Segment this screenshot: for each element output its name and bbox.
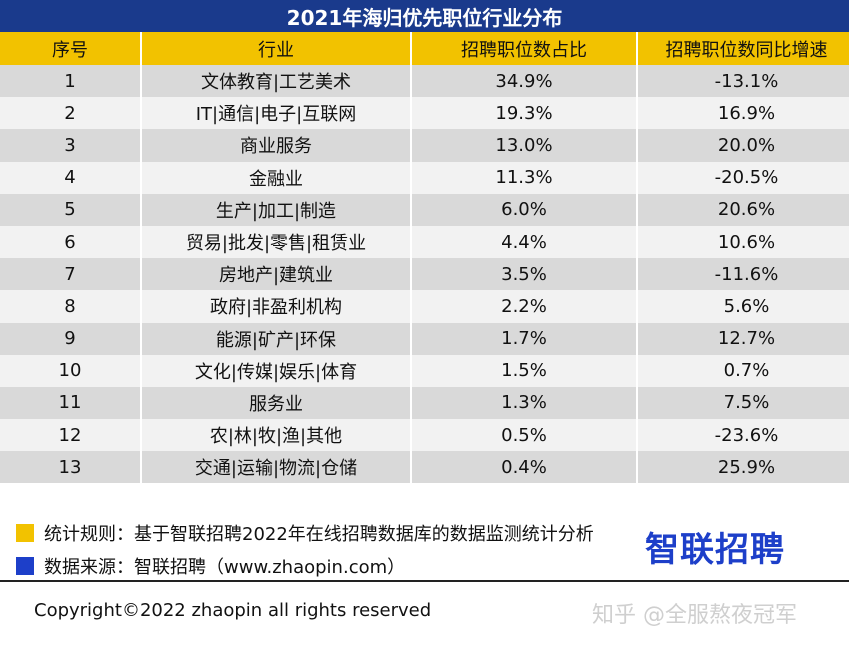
cell-growth: 16.9% xyxy=(637,97,849,130)
cell-index: 13 xyxy=(0,451,142,484)
cell-share: 11.3% xyxy=(411,161,638,194)
cell-index: 3 xyxy=(0,129,142,162)
cell-industry: 农|林|牧|渔|其他 xyxy=(141,419,412,452)
cell-share: 34.9% xyxy=(411,65,638,98)
table-row: 11 服务业 1.3% 7.5% xyxy=(0,386,849,420)
table-row: 6 贸易|批发|零售|租赁业 4.4% 10.6% xyxy=(0,225,849,259)
cell-industry: 贸易|批发|零售|租赁业 xyxy=(141,225,412,259)
cell-share: 4.4% xyxy=(411,225,638,259)
cell-share: 13.0% xyxy=(411,129,638,162)
table-header-row: 序号 行业 招聘职位数占比 招聘职位数同比增速 xyxy=(0,32,849,65)
cell-share: 2.2% xyxy=(411,290,638,323)
cell-industry: 生产|加工|制造 xyxy=(141,193,412,226)
cell-index: 12 xyxy=(0,419,142,452)
table-row: 13 交通|运输|物流|仓储 0.4% 25.9% xyxy=(0,451,849,484)
cell-growth: -11.6% xyxy=(637,258,849,291)
cell-index: 9 xyxy=(0,322,142,355)
cell-industry: 商业服务 xyxy=(141,129,412,162)
copyright-text: Copyright©2022 zhaopin all rights reserv… xyxy=(34,600,432,621)
cell-growth: 0.7% xyxy=(637,354,849,387)
cell-industry: 政府|非盈利机构 xyxy=(141,290,412,323)
table-title: 2021年海归优先职位行业分布 xyxy=(0,0,849,32)
cell-share: 6.0% xyxy=(411,193,638,226)
table-row: 3 商业服务 13.0% 20.0% xyxy=(0,129,849,162)
cell-growth: 25.9% xyxy=(637,451,849,484)
cell-growth: 20.6% xyxy=(637,193,849,226)
table-row: 5 生产|加工|制造 6.0% 20.6% xyxy=(0,193,849,226)
cell-share: 0.4% xyxy=(411,451,638,484)
cell-index: 4 xyxy=(0,161,142,194)
cell-growth: 10.6% xyxy=(637,225,849,259)
cell-growth: -20.5% xyxy=(637,161,849,194)
cell-index: 2 xyxy=(0,97,142,130)
cell-industry: 能源|矿产|环保 xyxy=(141,322,412,355)
header-growth: 招聘职位数同比增速 xyxy=(637,32,849,65)
cell-growth: -23.6% xyxy=(637,419,849,452)
cell-industry: 金融业 xyxy=(141,161,412,194)
header-industry: 行业 xyxy=(141,32,412,65)
cell-index: 8 xyxy=(0,290,142,323)
table-row: 10 文化|传媒|娱乐|体育 1.5% 0.7% xyxy=(0,354,849,387)
table-row: 12 农|林|牧|渔|其他 0.5% -23.6% xyxy=(0,419,849,452)
cell-index: 7 xyxy=(0,258,142,291)
cell-share: 0.5% xyxy=(411,419,638,452)
table-row: 8 政府|非盈利机构 2.2% 5.6% xyxy=(0,290,849,323)
cell-industry: 文化|传媒|娱乐|体育 xyxy=(141,354,412,387)
table-row: 7 房地产|建筑业 3.5% -11.6% xyxy=(0,258,849,291)
cell-share: 1.3% xyxy=(411,386,638,420)
cell-growth: 5.6% xyxy=(637,290,849,323)
watermark-text: 知乎 @全服熬夜冠军 xyxy=(592,603,797,628)
cell-industry: IT|通信|电子|互联网 xyxy=(141,97,412,130)
cell-index: 5 xyxy=(0,193,142,226)
brand-logo: 智联招聘 xyxy=(645,530,785,570)
industry-table: 序号 行业 招聘职位数占比 招聘职位数同比增速 1 文体教育|工艺美术 34.9% -… xyxy=(0,32,849,484)
footer-divider xyxy=(0,580,849,582)
cell-growth: 20.0% xyxy=(637,129,849,162)
table-row: 9 能源|矿产|环保 1.7% 12.7% xyxy=(0,322,849,355)
cell-industry: 文体教育|工艺美术 xyxy=(141,65,412,98)
table-row: 4 金融业 11.3% -20.5% xyxy=(0,161,849,194)
cell-index: 10 xyxy=(0,354,142,387)
rule-text: 统计规则：基于智联招聘2022年在线招聘数据库的数据监测统计分析 xyxy=(44,524,594,545)
header-share: 招聘职位数占比 xyxy=(411,32,638,65)
cell-share: 1.5% xyxy=(411,354,638,387)
cell-growth: 7.5% xyxy=(637,386,849,420)
cell-share: 1.7% xyxy=(411,322,638,355)
cell-index: 11 xyxy=(0,386,142,420)
cell-growth: 12.7% xyxy=(637,322,849,355)
source-text: 数据来源：智联招聘（www.zhaopin.com） xyxy=(44,557,406,578)
legend-source: 数据来源：智联招聘（www.zhaopin.com） xyxy=(16,553,405,579)
cell-industry: 房地产|建筑业 xyxy=(141,258,412,291)
cell-growth: -13.1% xyxy=(637,65,849,98)
cell-index: 6 xyxy=(0,225,142,259)
cell-share: 19.3% xyxy=(411,97,638,130)
cell-index: 1 xyxy=(0,65,142,98)
blue-square-icon xyxy=(16,557,34,575)
cell-share: 3.5% xyxy=(411,258,638,291)
table-row: 1 文体教育|工艺美术 34.9% -13.1% xyxy=(0,65,849,98)
yellow-square-icon xyxy=(16,524,34,542)
cell-industry: 交通|运输|物流|仓储 xyxy=(141,451,412,484)
table-row: 2 IT|通信|电子|互联网 19.3% 16.9% xyxy=(0,97,849,130)
legend-rule: 统计规则：基于智联招聘2022年在线招聘数据库的数据监测统计分析 xyxy=(16,520,594,546)
cell-industry: 服务业 xyxy=(141,386,412,420)
header-index: 序号 xyxy=(0,32,142,65)
